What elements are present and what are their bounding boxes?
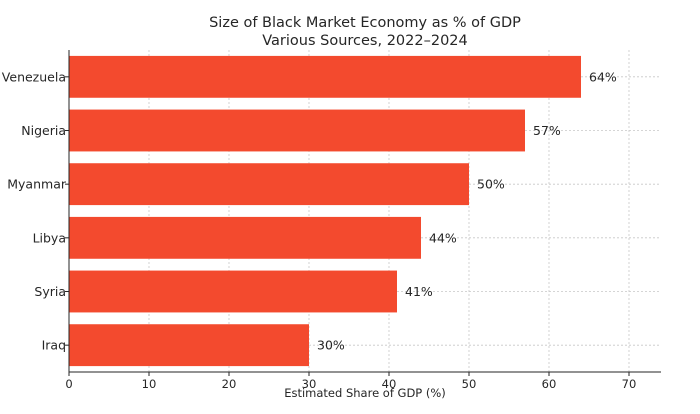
x-axis-label: Estimated Share of GDP (%) xyxy=(284,386,446,400)
category-labels: Venezuela Nigeria Myanmar Libya Syria Iraq xyxy=(2,69,69,353)
bar-venezuela xyxy=(69,55,581,98)
bar-libya xyxy=(69,216,421,259)
x-tick-label: 40 xyxy=(382,377,397,391)
data-label: 44% xyxy=(429,230,457,245)
gridlines xyxy=(68,50,661,372)
x-tick-label: 50 xyxy=(462,377,477,391)
bar-syria xyxy=(69,270,397,313)
data-label: 57% xyxy=(533,123,561,138)
category-label: Libya xyxy=(33,230,66,245)
category-label: Myanmar xyxy=(7,177,67,192)
category-label: Venezuela xyxy=(2,69,66,84)
chart-subtitle: Various Sources, 2022–2024 xyxy=(262,33,468,49)
chart-title: Size of Black Market Economy as % of GDP xyxy=(209,15,521,31)
category-label: Nigeria xyxy=(21,123,66,138)
data-label: 41% xyxy=(405,284,433,299)
axes xyxy=(68,50,661,373)
bars xyxy=(69,55,581,367)
x-tick-label: 30 xyxy=(302,377,317,391)
data-label: 64% xyxy=(589,69,617,84)
x-tick-label: 60 xyxy=(542,377,557,391)
x-ticks: 0 10 20 30 40 50 60 70 xyxy=(65,372,636,391)
category-label: Syria xyxy=(34,284,66,299)
bar-nigeria xyxy=(69,109,525,152)
data-label: 50% xyxy=(477,177,505,192)
x-tick-label: 0 xyxy=(65,377,72,391)
x-tick-label: 70 xyxy=(622,377,637,391)
bar-iraq xyxy=(69,324,309,367)
category-label: Iraq xyxy=(42,338,66,353)
bar-myanmar xyxy=(69,163,469,206)
data-labels: 64% 57% 50% 44% 41% 30% xyxy=(317,69,617,352)
data-label: 30% xyxy=(317,338,345,353)
x-tick-label: 10 xyxy=(142,377,157,391)
x-tick-label: 20 xyxy=(222,377,237,391)
